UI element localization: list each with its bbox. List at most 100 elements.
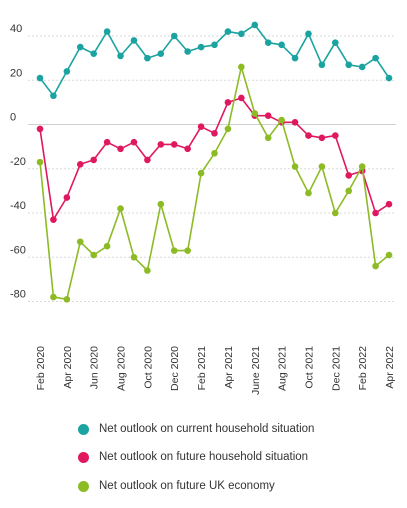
data-point bbox=[197, 169, 205, 177]
y-axis-ticks: 40 20 0 -20 -40 -60 -80 bbox=[10, 23, 26, 301]
x-tick-label: Apr 2021 bbox=[223, 346, 235, 389]
y-tick-label: 0 bbox=[10, 112, 16, 124]
data-point bbox=[251, 21, 259, 29]
data-point bbox=[318, 134, 326, 142]
data-point bbox=[144, 156, 151, 164]
data-point bbox=[117, 52, 124, 60]
legend-marker bbox=[78, 451, 89, 463]
x-tick-label: Apr 2022 bbox=[384, 346, 396, 389]
y-tick-label: 40 bbox=[10, 23, 22, 35]
series-2 bbox=[36, 63, 393, 303]
data-point bbox=[332, 209, 339, 217]
data-point bbox=[36, 158, 44, 166]
data-point bbox=[385, 251, 393, 259]
data-point bbox=[157, 141, 165, 148]
data-point bbox=[291, 118, 299, 126]
data-point bbox=[117, 205, 124, 212]
data-point bbox=[184, 247, 191, 254]
data-point bbox=[211, 130, 218, 137]
data-point bbox=[318, 61, 326, 69]
data-point bbox=[36, 74, 44, 82]
data-point bbox=[103, 28, 111, 35]
data-point bbox=[224, 99, 232, 106]
x-tick-label: Oct 2020 bbox=[142, 346, 154, 389]
data-point bbox=[264, 39, 272, 46]
data-point bbox=[76, 43, 84, 51]
data-point bbox=[358, 63, 366, 71]
data-point bbox=[130, 253, 138, 261]
x-tick-label: Aug 2021 bbox=[277, 346, 289, 391]
x-tick-label: Feb 2022 bbox=[357, 346, 369, 391]
data-point bbox=[144, 54, 151, 62]
x-tick-label: Apr 2020 bbox=[62, 346, 74, 389]
legend-label: Net outlook on future UK economy bbox=[99, 480, 275, 492]
data-point bbox=[197, 123, 205, 131]
data-point bbox=[157, 50, 165, 57]
data-point bbox=[238, 30, 245, 38]
data-point bbox=[372, 54, 379, 62]
data-point bbox=[50, 216, 57, 223]
data-point bbox=[63, 194, 71, 201]
data-point bbox=[372, 262, 379, 270]
data-point bbox=[224, 28, 232, 35]
legend-marker bbox=[78, 423, 89, 435]
data-point bbox=[90, 251, 97, 259]
series-1 bbox=[36, 94, 393, 223]
data-point bbox=[211, 149, 218, 157]
x-axis-ticks: Feb 2020 Apr 2020 Jun 2020 Aug 2020 Oct 2020… bbox=[35, 346, 396, 395]
x-tick-label: Jun 2020 bbox=[89, 346, 101, 389]
data-point bbox=[305, 189, 312, 197]
data-point bbox=[197, 43, 205, 51]
legend-item-current-household: Net outlook on current household situati… bbox=[78, 418, 398, 440]
data-point bbox=[90, 50, 97, 57]
data-point bbox=[211, 41, 218, 49]
data-point bbox=[332, 132, 339, 139]
legend-item-future-uk-economy: Net outlook on future UK economy bbox=[78, 475, 398, 497]
data-point bbox=[103, 138, 111, 146]
data-point bbox=[130, 37, 138, 44]
data-point bbox=[170, 32, 178, 40]
data-point bbox=[63, 295, 71, 303]
y-tick-label: -60 bbox=[10, 244, 26, 256]
data-point bbox=[345, 187, 353, 195]
data-point bbox=[251, 110, 259, 117]
series-0 bbox=[36, 21, 393, 100]
data-point bbox=[345, 172, 353, 179]
x-tick-label: Feb 2021 bbox=[196, 346, 208, 391]
x-tick-label: Dec 2020 bbox=[169, 346, 181, 391]
data-point bbox=[358, 163, 366, 170]
data-point bbox=[157, 200, 165, 208]
y-tick-label: -80 bbox=[10, 289, 26, 301]
data-point bbox=[50, 293, 57, 301]
data-point bbox=[184, 48, 191, 55]
data-point bbox=[90, 156, 97, 164]
data-point bbox=[224, 125, 232, 133]
data-point bbox=[291, 163, 299, 170]
x-tick-label: Oct 2021 bbox=[303, 346, 315, 389]
legend-label: Net outlook on future household situatio… bbox=[99, 451, 309, 463]
data-point bbox=[318, 163, 326, 170]
gridlines bbox=[28, 35, 396, 302]
data-point bbox=[76, 161, 84, 168]
data-point bbox=[278, 41, 285, 49]
data-point bbox=[36, 125, 44, 133]
y-tick-label: -20 bbox=[10, 156, 26, 168]
y-tick-label: 20 bbox=[10, 67, 22, 79]
data-point bbox=[385, 74, 393, 82]
data-point bbox=[238, 94, 245, 102]
data-point bbox=[291, 54, 299, 62]
data-point bbox=[50, 92, 57, 100]
x-tick-label: Aug 2020 bbox=[116, 346, 128, 391]
data-point bbox=[130, 138, 138, 146]
legend-label: Net outlook on current household situati… bbox=[99, 423, 315, 435]
series-line bbox=[39, 66, 390, 301]
x-tick-label: Feb 2020 bbox=[35, 346, 47, 391]
data-point bbox=[305, 132, 312, 139]
data-point bbox=[345, 61, 353, 69]
series-lines bbox=[36, 21, 393, 303]
legend-marker bbox=[78, 480, 89, 492]
data-point bbox=[170, 141, 178, 148]
data-point bbox=[117, 145, 124, 153]
data-point bbox=[305, 30, 312, 38]
legend-item-future-household: Net outlook on future household situatio… bbox=[78, 446, 398, 468]
